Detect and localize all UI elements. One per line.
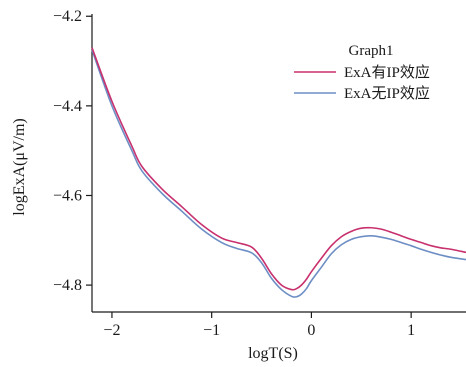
x-tick-label: 1 [407, 322, 415, 339]
series-line-2 [91, 49, 466, 298]
y-tick-label: −4.4 [53, 98, 82, 115]
y-axis-title: logExA(μV/m) [11, 118, 28, 215]
x-tick-label: −1 [203, 322, 220, 339]
x-ticks: −2 −1 0 1 [103, 312, 415, 339]
legend-label: ExA有IP效应 [344, 63, 430, 81]
x-axis-title: logT(S) [248, 345, 298, 362]
y-ticks: −4.2 −4.4 −4.6 −4.8 [53, 8, 92, 294]
legend-label: ExA无IP效应 [344, 84, 430, 102]
legend: Graph1 ExA有IP效应 ExA无IP效应 [294, 43, 430, 102]
y-tick-label: −4.2 [53, 8, 82, 25]
plot-area: −4.2 −4.4 −4.6 −4.8 −2 −1 0 1 [53, 8, 466, 339]
series-layer [91, 47, 466, 298]
legend-items: ExA有IP效应 ExA无IP效应 [294, 63, 430, 102]
x-tick-label: 0 [307, 322, 315, 339]
x-tick-label: −2 [103, 322, 120, 339]
series-line-1 [91, 47, 466, 291]
legend-title: Graph1 [349, 43, 394, 59]
y-tick-label: −4.8 [53, 277, 82, 294]
y-tick-label: −4.6 [53, 187, 82, 204]
